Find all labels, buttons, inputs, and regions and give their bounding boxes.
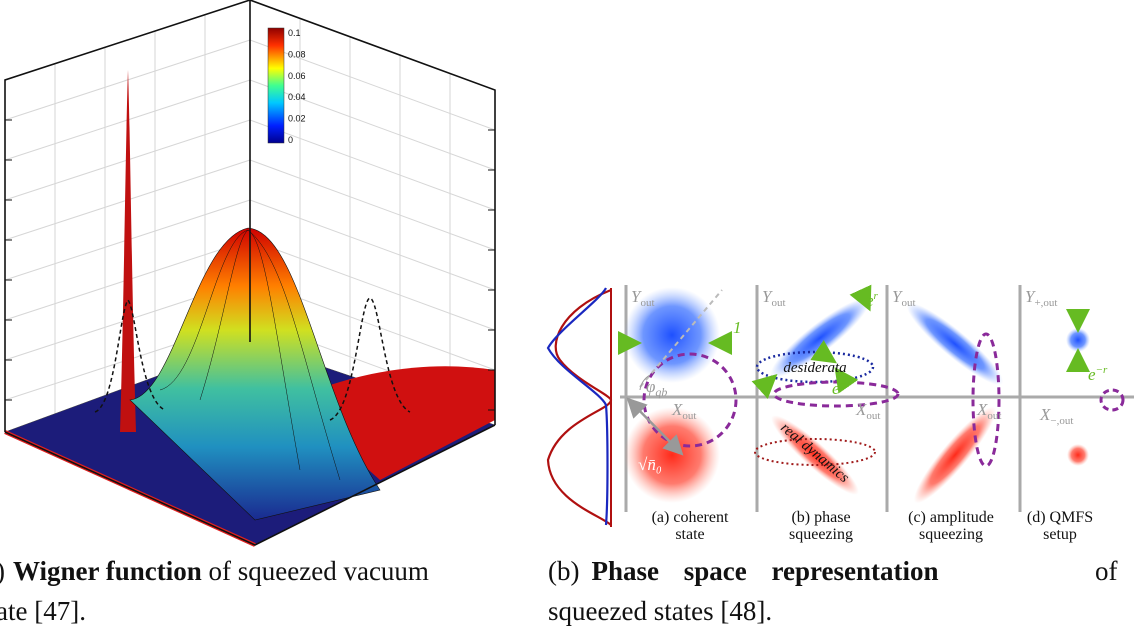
label: out	[771, 297, 785, 309]
label: φ	[646, 377, 655, 396]
label: Y	[762, 287, 773, 306]
x-axis-label: Xout	[976, 400, 1001, 422]
label: (b)	[548, 556, 579, 586]
label: of	[1095, 556, 1118, 586]
panel-caption: squeezing	[919, 526, 983, 543]
shape	[751, 373, 778, 399]
shape	[906, 302, 1004, 386]
x-axis-label: Xout	[671, 400, 696, 422]
y-axis-label: Yout	[892, 287, 916, 309]
x-axis-label: Xout	[855, 400, 880, 422]
colorbar-tick: 0	[288, 135, 293, 145]
colorbar-ticks: 0.1 0.08 0.06 0.04 0.02 0	[288, 28, 306, 145]
shape	[810, 340, 837, 364]
phi: φqb	[646, 377, 667, 399]
colorbar-tick: 0.04	[288, 92, 306, 102]
caption-b-line2: squeezed states [48].	[548, 596, 772, 626]
label: er	[866, 290, 879, 310]
colorbar-tick: 0.1	[288, 28, 301, 38]
shape	[4, 424, 496, 546]
label: )	[0, 556, 5, 586]
shape	[771, 415, 859, 495]
label: Y	[892, 287, 903, 306]
shape	[913, 406, 997, 504]
shape	[4, 0, 496, 432]
shape	[1067, 444, 1089, 466]
shape	[290, 366, 495, 480]
label: Phase space representation	[591, 556, 938, 586]
shape	[754, 438, 876, 466]
y-axis-label: Yout	[762, 287, 786, 309]
shape	[5, 119, 495, 411]
shape	[329, 297, 411, 421]
wigner-plot: 0.1 0.08 0.06 0.04 0.02 0	[4, 0, 496, 547]
colorbar	[267, 27, 285, 144]
panel-caption: (c) amplitude	[908, 509, 994, 526]
panel-caption: (a) coherent	[652, 509, 729, 526]
shape	[120, 70, 136, 432]
shape	[770, 298, 870, 378]
colorbar-tick: 0.06	[288, 71, 306, 81]
label: r	[874, 290, 879, 302]
panel-caption: (b) phase	[791, 509, 850, 526]
label: X	[855, 400, 867, 419]
label: X	[671, 400, 683, 419]
panel-caption: squeezing	[789, 526, 853, 543]
label: 1	[733, 318, 742, 337]
panel-caption: (d) QMFS	[1027, 509, 1093, 526]
label: e−r	[1088, 364, 1108, 384]
shape	[624, 287, 720, 383]
shape	[54, 15, 451, 414]
label: √n̄₀	[638, 455, 662, 474]
label: out	[682, 410, 696, 422]
label: real dynamics	[777, 420, 852, 486]
shape	[129, 227, 381, 521]
colorbar-tick: 0.02	[288, 114, 306, 124]
shape	[849, 284, 872, 312]
label: desiderata	[783, 360, 846, 376]
shape	[626, 397, 684, 456]
label: of squeezed vacuum	[202, 556, 429, 586]
label: qb	[655, 385, 667, 399]
phase-space: 1 φqb √n̄₀ er e−r e−r desiderata real dy…	[546, 284, 1134, 543]
shape	[834, 367, 859, 394]
label: e	[1088, 365, 1096, 384]
shape	[639, 289, 723, 388]
shape	[1066, 328, 1090, 352]
panel-caption: state	[675, 526, 704, 543]
label: X	[976, 400, 988, 419]
shape	[159, 229, 341, 481]
label: +,out	[1034, 297, 1057, 309]
label: out	[901, 297, 915, 309]
label: X	[1039, 405, 1051, 424]
caption-a: ) Wigner function of squeezed vacuum	[0, 556, 429, 586]
label: out	[640, 297, 654, 309]
y-axis-label: Yout	[631, 287, 655, 309]
colorbar-tick: 0.08	[288, 49, 306, 59]
label: Y	[1025, 287, 1036, 306]
label: e	[832, 379, 840, 398]
caption-b: (b) Phase space representation of	[548, 556, 1118, 586]
label: e	[866, 291, 874, 310]
y-axis-label: Y+,out	[1025, 287, 1057, 309]
label: −r	[1096, 364, 1108, 376]
label: Wigner function	[13, 556, 202, 586]
label: −r	[840, 378, 852, 390]
x-axis-label: X−,out	[1039, 405, 1073, 427]
label: out	[866, 410, 880, 422]
label: −,out	[1050, 415, 1073, 427]
shape	[546, 287, 609, 526]
shape	[94, 298, 166, 413]
caption-a-line2: ate [47].	[0, 596, 86, 626]
shape	[546, 288, 613, 526]
shape	[639, 374, 651, 391]
label: e−r	[832, 378, 852, 398]
panel-caption: setup	[1043, 526, 1077, 543]
shape	[971, 332, 1001, 468]
shape	[1099, 388, 1125, 412]
label: Y	[631, 287, 642, 306]
label: out	[987, 410, 1001, 422]
